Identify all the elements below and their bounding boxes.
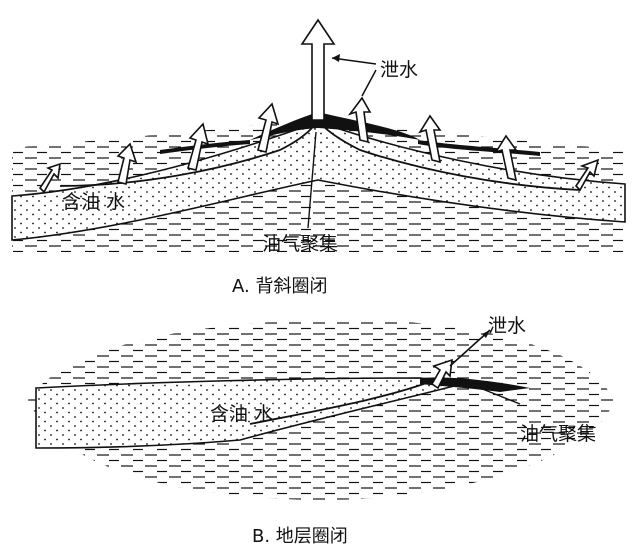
oil-gas-pointer-b (479, 387, 521, 405)
release-water-label-a: 泄水 (380, 59, 418, 81)
main-escape-arrow (300, 18, 336, 121)
oil-gas-accumulation-lens (250, 112, 420, 140)
release-water-pointer-b (449, 329, 491, 367)
oil-water-label-a: 含油 水 (62, 191, 125, 213)
release-water-pointer-2 (361, 69, 377, 97)
water-flow-line (249, 377, 441, 425)
oil-gas-accumulation-wedge (420, 377, 530, 392)
oil-gas-pointer (307, 131, 317, 229)
escape-arrow-b (430, 358, 453, 390)
anticline-trap-diagram: 泄水 含油 水 油气聚集 A. 背斜圈闭 (11, 18, 626, 297)
escape-arrows (38, 18, 600, 194)
oil-gas-accumulation-label-b: 油气聚集 (520, 423, 596, 445)
oil-water-label-b: 含油 水 (210, 403, 273, 425)
caption-a: A. 背斜圈闭 (232, 276, 327, 297)
oil-gas-accumulation-label-a: 油气聚集 (262, 233, 338, 255)
release-water-label-b: 泄水 (488, 315, 526, 337)
stratigraphic-trap-diagram: 泄水 含油 水 油气聚集 B. 地层圈闭 (28, 315, 614, 547)
caption-b: B. 地层圈闭 (252, 526, 348, 547)
